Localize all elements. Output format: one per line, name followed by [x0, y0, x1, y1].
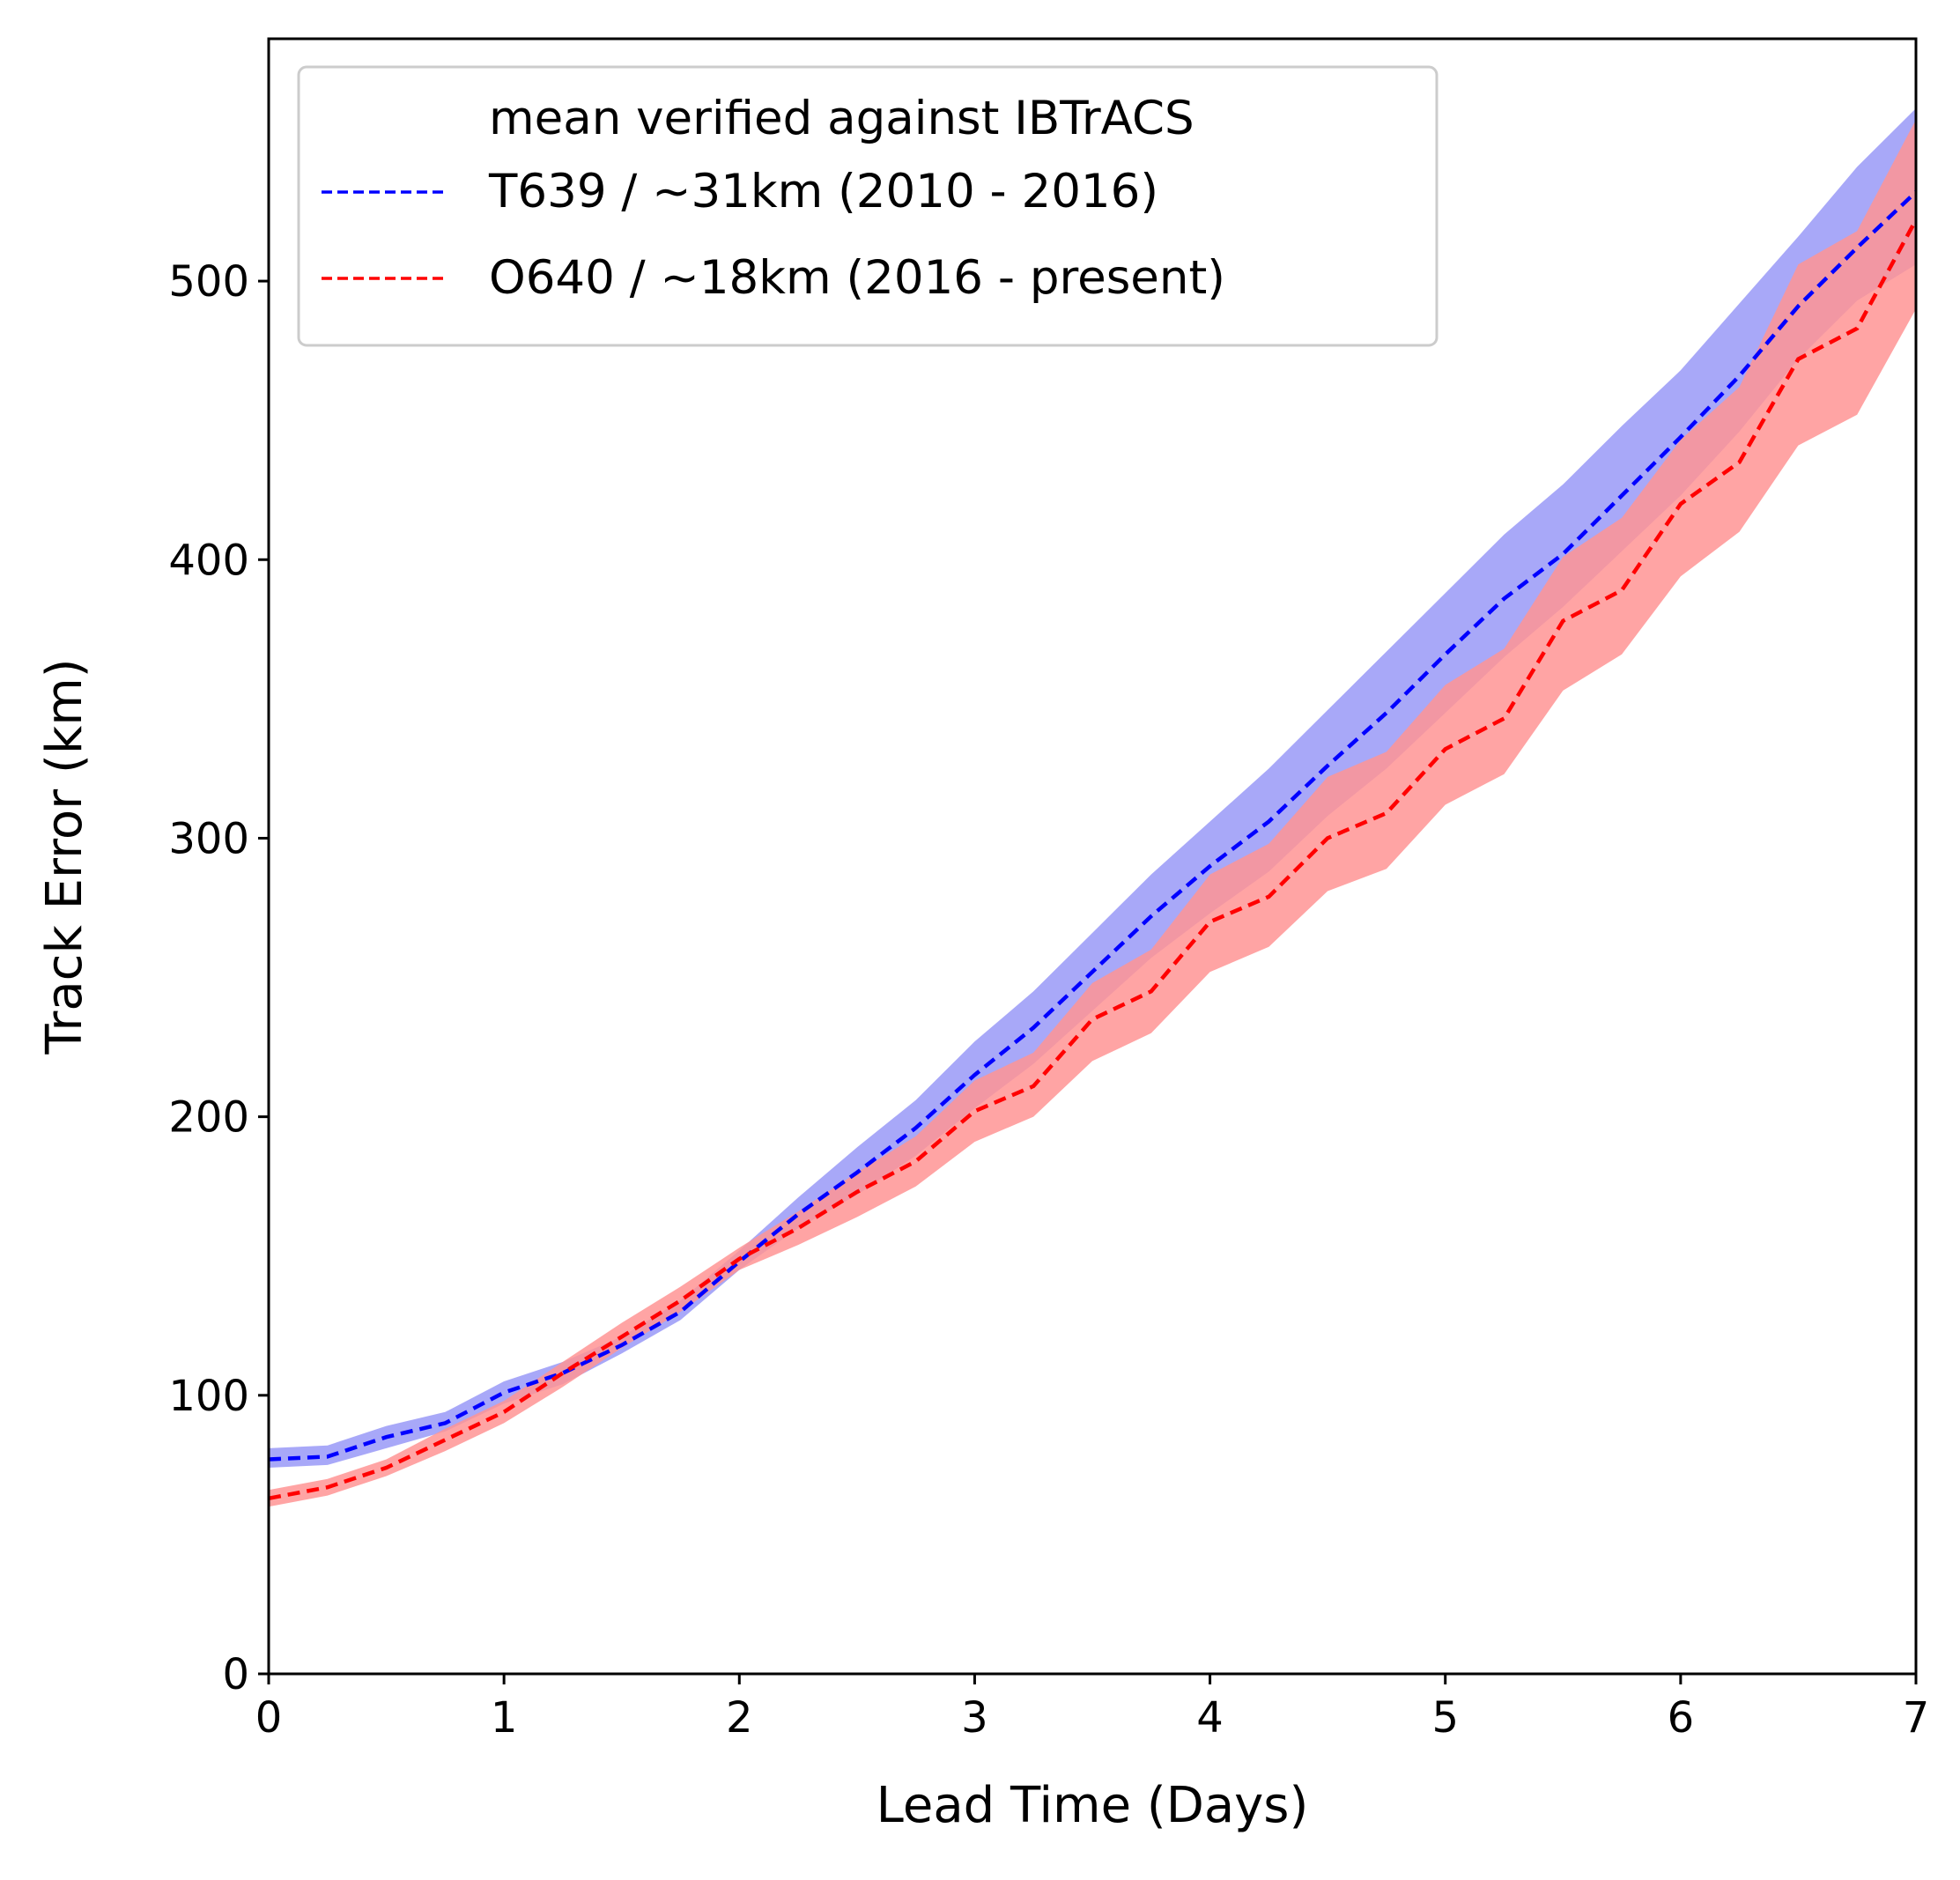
y-tick-label: 400 [168, 536, 249, 585]
plot-frame [267, 37, 1918, 1676]
x-tick-label: 0 [255, 1693, 283, 1743]
series-line-o640 [268, 218, 1918, 1501]
legend-label-t639: T639 / ~31km (2010 - 2016) [488, 165, 1158, 218]
x-axis-ticks: 0 1 2 3 4 5 6 7 [255, 1674, 1930, 1743]
x-tick-label: 7 [1903, 1693, 1930, 1743]
x-tick-label: 6 [1668, 1693, 1695, 1743]
x-tick-label: 4 [1196, 1693, 1224, 1743]
y-tick-label: 300 [168, 814, 249, 863]
y-tick-label: 100 [168, 1372, 249, 1421]
legend: mean verified against IBTrACS T639 / ~31… [297, 65, 1439, 347]
series-line-t639 [268, 190, 1918, 1462]
y-axis-label: Track Error (km) [36, 658, 93, 1055]
x-tick-label: 2 [726, 1693, 753, 1743]
legend-label-o640: O640 / ~18km (2016 - present) [489, 251, 1225, 305]
x-tick-label: 5 [1431, 1693, 1459, 1743]
y-tick-label: 0 [222, 1650, 249, 1699]
legend-title: mean verified against IBTrACS [489, 92, 1194, 145]
y-axis-ticks: 0 100 200 300 400 500 [168, 257, 269, 1699]
x-axis-label: Lead Time (Days) [876, 1777, 1309, 1834]
legend-box [297, 65, 1439, 347]
series-lines [268, 190, 1918, 1501]
y-tick-label: 500 [168, 257, 249, 307]
y-tick-label: 200 [168, 1093, 249, 1143]
x-tick-label: 1 [491, 1693, 518, 1743]
x-tick-label: 3 [961, 1693, 988, 1743]
